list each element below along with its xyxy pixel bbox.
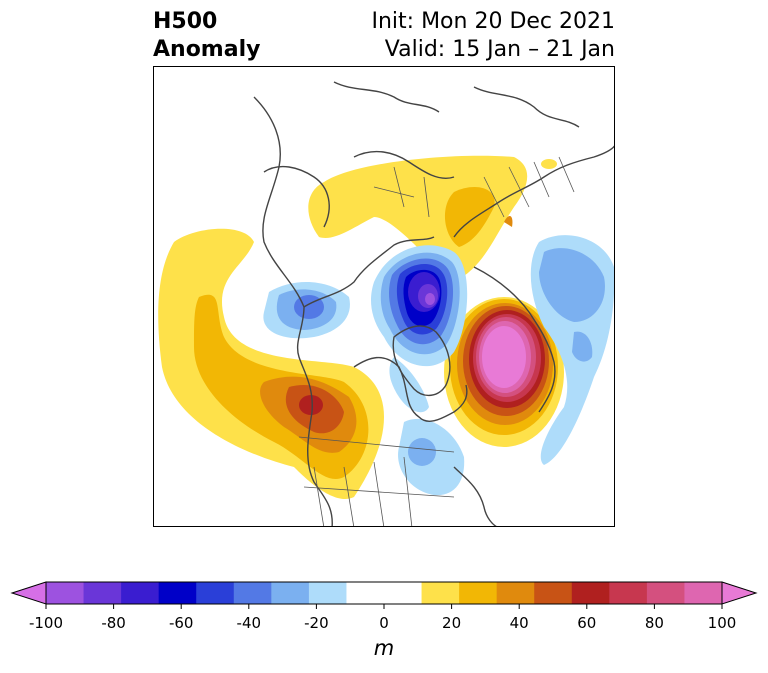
colorbar-segment	[271, 582, 310, 604]
chart-title: H500 Anomaly	[153, 8, 260, 64]
anomaly-map	[153, 66, 615, 527]
colorbar-segment	[384, 582, 423, 604]
colorbar-tick-label: 0	[379, 614, 389, 632]
coastlines	[253, 81, 614, 526]
colorbar-tick-label: 60	[577, 614, 597, 632]
colorbar-tick-label: 100	[707, 614, 737, 632]
colorbar-segment	[83, 582, 122, 604]
colorbar-segment	[308, 582, 347, 604]
colorbar-frame	[45, 581, 723, 605]
colorbar-segment	[684, 582, 723, 604]
negative-anomaly-europe	[530, 235, 614, 465]
colorbar-segment	[459, 582, 498, 604]
positive-anomaly-atlantic	[444, 297, 564, 447]
title-line-1: H500	[153, 9, 218, 34]
colorbar-tick-label: 20	[442, 614, 462, 632]
colorbar-tick-label: -60	[168, 614, 194, 632]
colorbar-segment	[121, 582, 160, 604]
colorbar-unit-label: m	[373, 636, 395, 660]
title-line-2: Anomaly	[153, 37, 261, 62]
init-date: Init: Mon 20 Dec 2021	[371, 9, 616, 34]
valid-range: Valid: 15 Jan – 21 Jan	[384, 37, 615, 62]
colorbar-tick-label: -20	[304, 614, 329, 632]
colorbar-tick-label: -40	[236, 614, 262, 632]
colorbar-tick-label: 80	[644, 614, 664, 632]
negative-anomaly-greenland	[371, 245, 468, 413]
colorbar-segment	[571, 582, 610, 604]
colorbar-segment	[609, 582, 648, 604]
colorbar-segment	[421, 582, 460, 604]
negative-anomaly-pacific	[263, 281, 350, 339]
forecast-info: Init: Mon 20 Dec 2021 Valid: 15 Jan – 21…	[372, 8, 616, 64]
colorbar-segment	[46, 582, 85, 604]
colorbar-tick-label: 40	[509, 614, 529, 632]
colorbar-extend-max	[721, 581, 758, 605]
country-borders	[298, 156, 575, 526]
colorbar-segment	[496, 582, 535, 604]
colorbar-segment	[534, 582, 573, 604]
colorbar-tick-label: -80	[101, 614, 126, 632]
colorbar	[10, 581, 758, 609]
colorbar-segment	[646, 582, 685, 604]
colorbar-tick-label: -100	[28, 614, 64, 632]
colorbar-segment	[346, 582, 385, 604]
colorbar-segment	[196, 582, 235, 604]
negative-anomaly-east-na	[398, 418, 465, 496]
colorbar-extend-min	[10, 581, 47, 605]
colorbar-segment	[233, 582, 272, 604]
positive-anomaly-west-na	[158, 228, 384, 500]
colorbar-segment	[158, 582, 197, 604]
